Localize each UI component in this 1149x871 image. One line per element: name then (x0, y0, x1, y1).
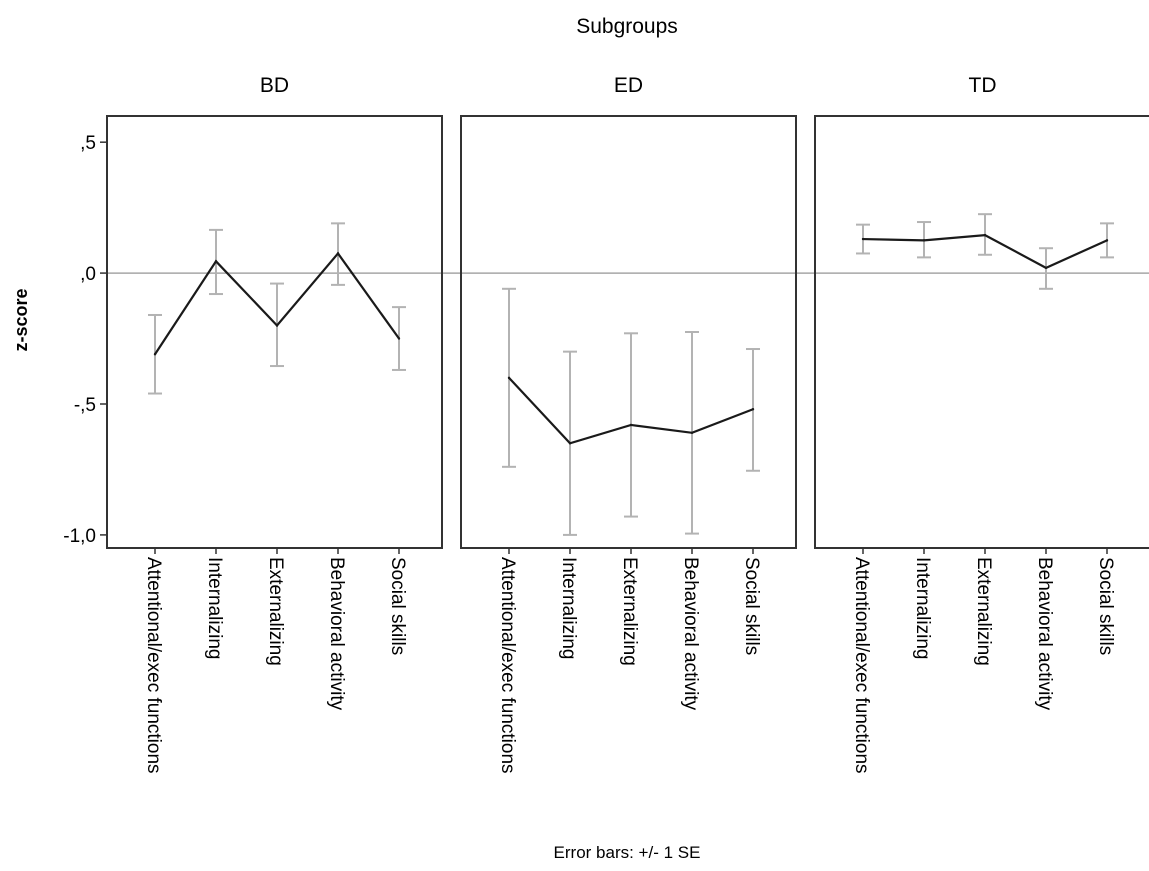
data-point (275, 324, 279, 327)
panel-frame (460, 115, 797, 549)
x-tick-label: Social skills (387, 557, 408, 655)
chart-panels: BD Attentional/exec functions Internalizin… (106, 74, 1149, 774)
panel-frame (814, 115, 1149, 549)
x-tick-label: Externalizing (973, 557, 994, 666)
data-point (153, 353, 157, 356)
x-tick-label: Social skills (1095, 557, 1116, 655)
x-tick-label: Externalizing (265, 557, 286, 666)
data-point (861, 237, 865, 241)
data-point (983, 233, 987, 237)
x-tick-label: Externalizing (619, 557, 640, 666)
y-axis-label: z-score (11, 288, 31, 351)
y-tick-label: -,5 (74, 395, 96, 416)
x-tick-label: Attentional/exec functions (497, 557, 518, 774)
panel-label: TD (969, 74, 997, 97)
x-tick-label: Internalizing (204, 557, 225, 659)
data-point (507, 376, 511, 380)
chart-title: Subgroups (576, 15, 678, 38)
data-point (568, 442, 572, 445)
x-tick-label: Behavioral activity (326, 557, 347, 711)
data-point (751, 408, 755, 411)
data-point (922, 239, 926, 242)
panel-frame (106, 115, 443, 549)
y-tick-label: ,0 (80, 264, 96, 285)
data-point (397, 337, 401, 340)
panel-label: ED (614, 74, 643, 97)
error-bar-note: Error bars: +/- 1 SE (554, 843, 701, 862)
x-tick-label: Behavioral activity (1034, 557, 1055, 711)
x-tick-label: Internalizing (558, 557, 579, 659)
x-tick-label: Behavioral activity (680, 557, 701, 711)
data-point (1105, 239, 1109, 242)
y-tick-label: -1,0 (63, 526, 96, 547)
panel-td: TD Attentional/exec functions Internalizin… (814, 74, 1149, 774)
data-point (690, 431, 694, 434)
data-point (629, 423, 633, 427)
x-tick-label: Social skills (741, 557, 762, 655)
x-tick-label: Internalizing (912, 557, 933, 659)
x-tick-label: Attentional/exec functions (851, 557, 872, 774)
data-point (214, 260, 218, 263)
data-point (1044, 266, 1048, 270)
panel-label: BD (260, 74, 289, 97)
data-point (336, 252, 340, 255)
y-tick-label: ,5 (80, 133, 96, 154)
panel-bd: BD Attentional/exec functions Internalizin… (106, 74, 461, 774)
x-tick-label: Attentional/exec functions (143, 557, 164, 774)
panel-ed: ED Attentional/exec functions Internalizin… (460, 74, 815, 774)
y-axis: ,5 ,0 -,5 -1,0 (63, 133, 107, 547)
